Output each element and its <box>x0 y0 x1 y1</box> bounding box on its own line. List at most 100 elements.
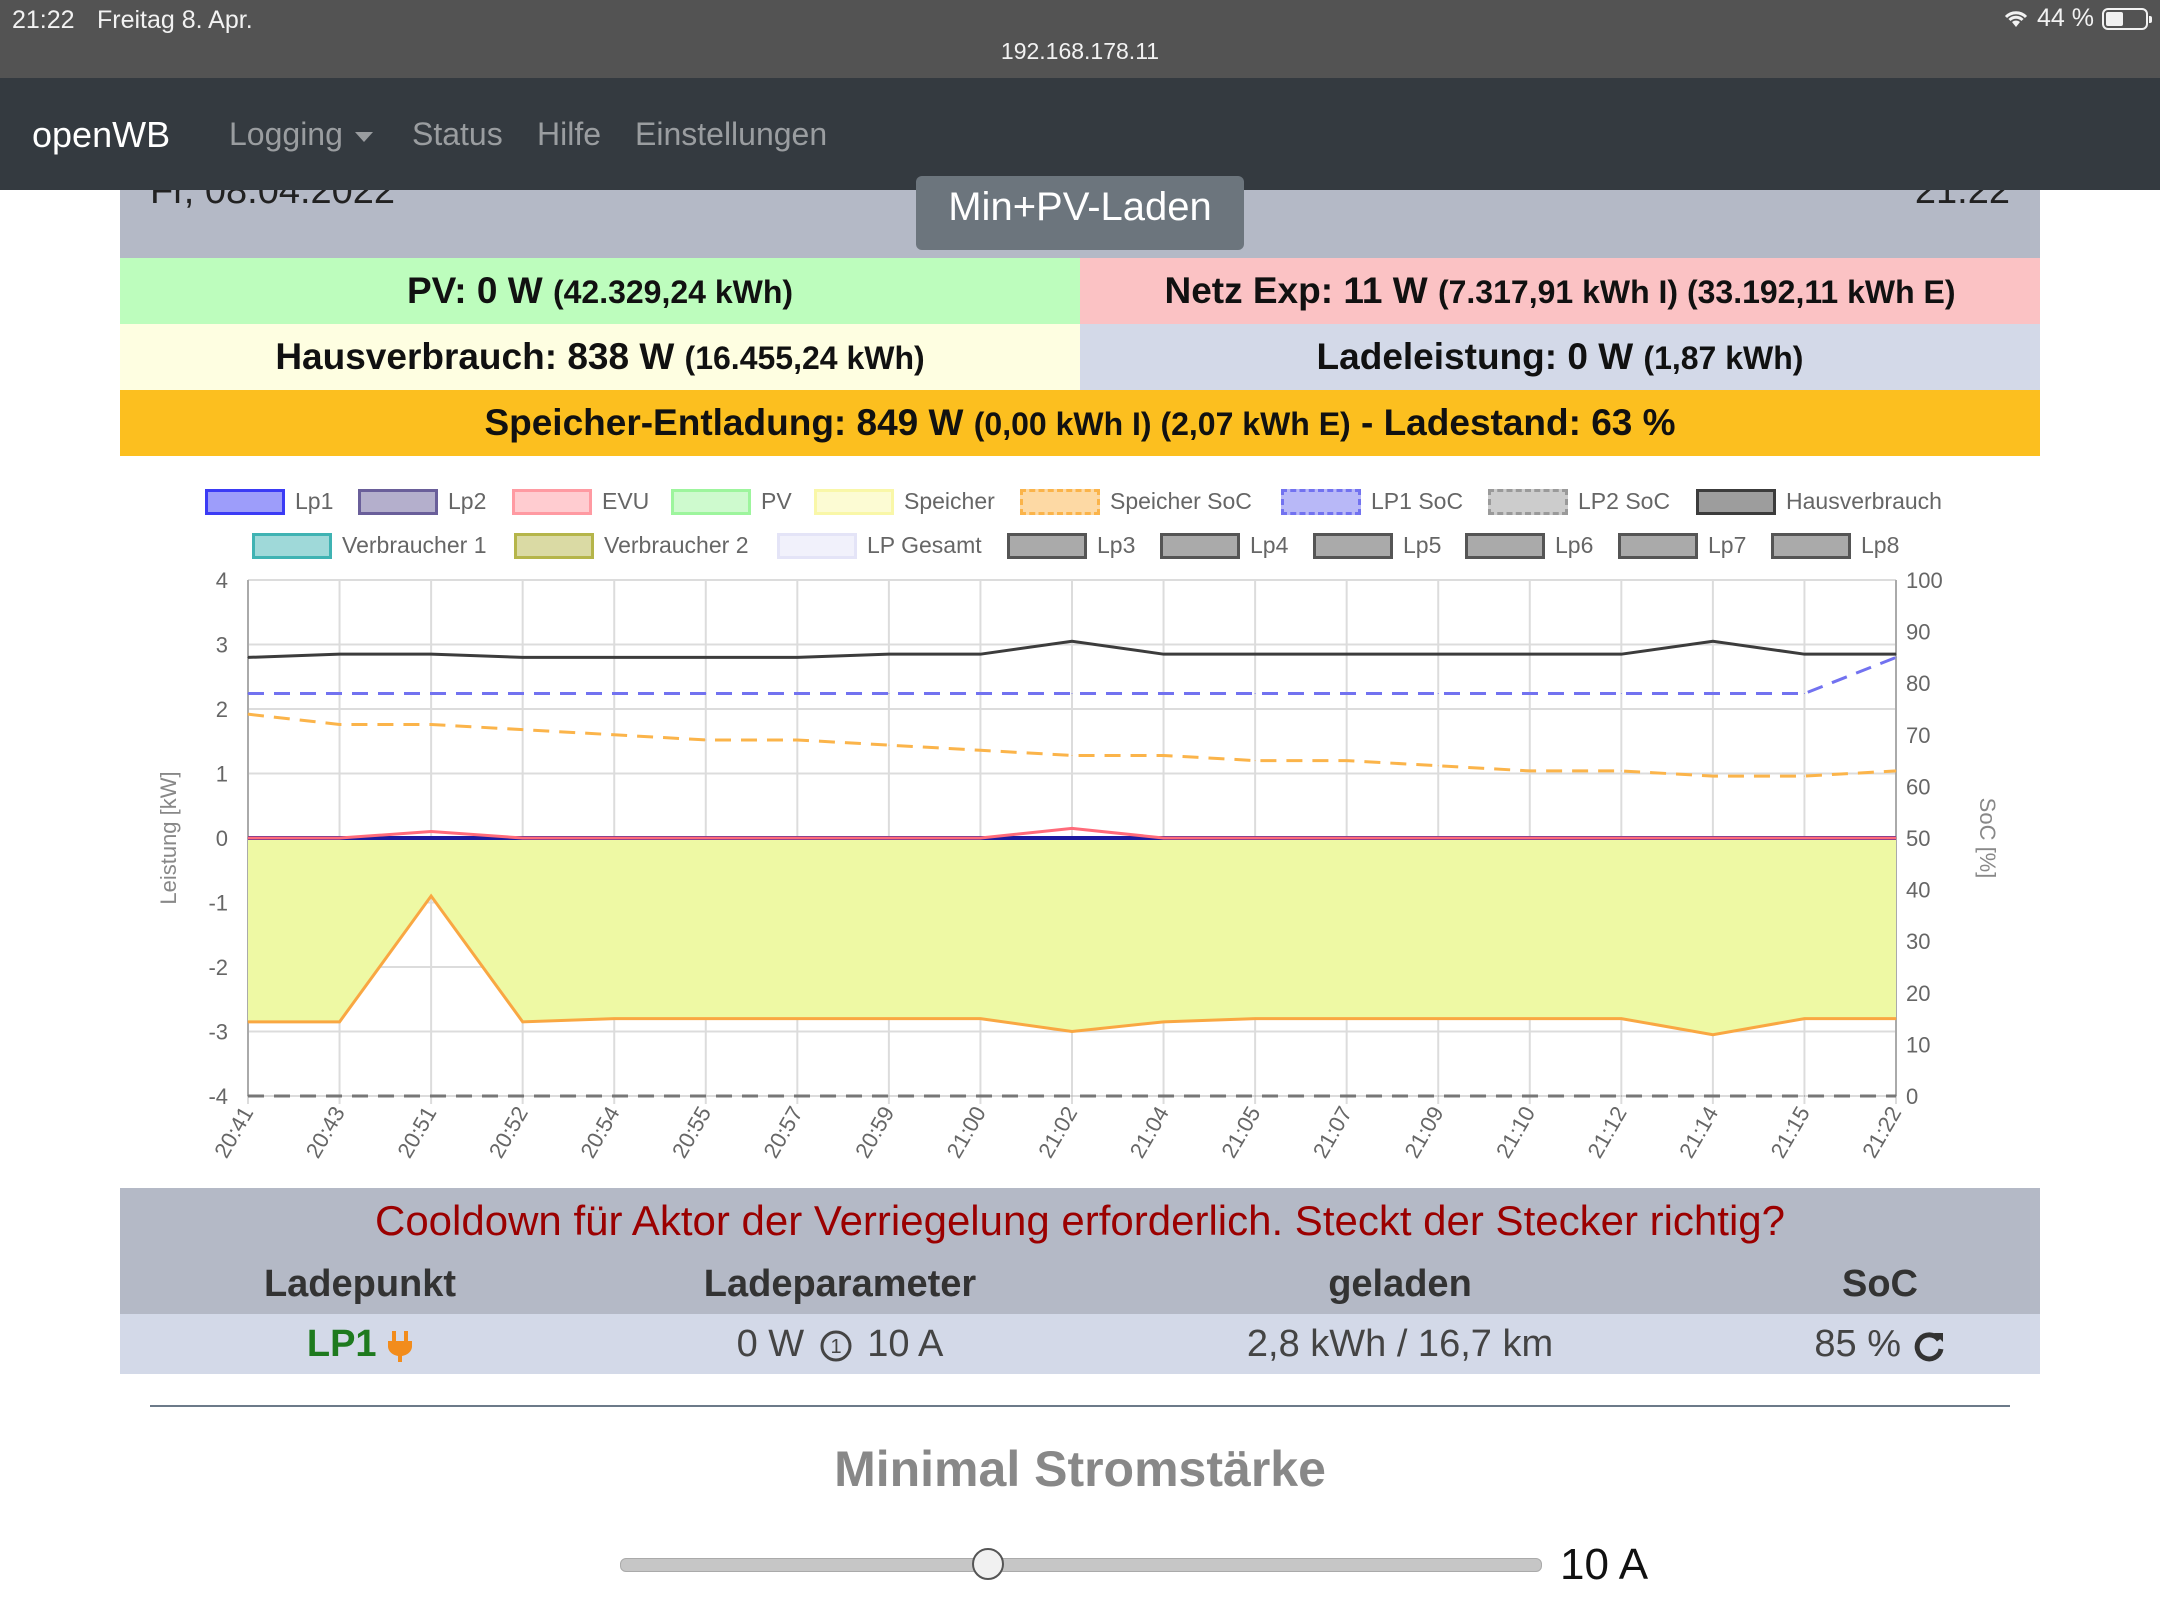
slider-thumb[interactable] <box>972 1548 1004 1580</box>
header-soc: SoC <box>1842 1263 1918 1305</box>
lp-name-cell[interactable]: LP1 <box>120 1314 600 1374</box>
speicher-soc-point <box>247 713 249 715</box>
y-tick-label: 2 <box>216 697 228 722</box>
x-tick-label: 20:41 <box>209 1102 258 1162</box>
hausverbrauch-point <box>1071 640 1073 642</box>
legend-label: Lp2 <box>448 488 487 514</box>
evu-point <box>1895 837 1897 839</box>
legend-item[interactable]: Lp3 <box>1007 532 1135 559</box>
lp1-soc-point <box>1163 693 1165 695</box>
speicher-point <box>796 1018 798 1020</box>
netz-power: Netz Exp: 11 W (7.317,91 kWh I) (33.192,… <box>1080 258 2040 324</box>
charge-mode-button[interactable]: Min+PV-Laden <box>916 176 1244 250</box>
speicher-soc-point <box>1346 760 1348 762</box>
nav-hilfe[interactable]: Hilfe <box>537 116 602 152</box>
legend-item[interactable]: Lp6 <box>1465 532 1593 559</box>
lp1-soc-point <box>1620 693 1622 695</box>
evu-point <box>1346 837 1348 839</box>
status-icons: 44 % <box>2003 4 2152 33</box>
legend-item[interactable]: LP Gesamt <box>777 532 982 559</box>
x-tick-label: 21:10 <box>1491 1102 1540 1162</box>
table-row[interactable]: LP1 0 W 1 10 A 2,8 kWh / 16,7 km 85 % <box>120 1314 2040 1374</box>
lp2-soc-point <box>1163 1095 1165 1097</box>
clock: 21:22 <box>12 6 75 34</box>
speicher-point <box>1895 1018 1897 1020</box>
battery-percent: 44 % <box>2037 4 2094 32</box>
legend-item[interactable]: LP2 SoC <box>1488 488 1670 515</box>
x-tick-label: 20:55 <box>667 1102 716 1162</box>
legend-item[interactable]: Lp5 <box>1313 532 1441 559</box>
x-tick-label: 20:52 <box>484 1102 533 1162</box>
lp-charged: 2,8 kWh / 16,7 km <box>1246 1323 1554 1365</box>
speicher-point <box>888 1018 890 1020</box>
speicher-soc-point <box>979 749 981 751</box>
nav-einstellungen[interactable]: Einstellungen <box>635 116 828 152</box>
lp2-soc-point <box>1254 1095 1256 1097</box>
divider <box>150 1405 2010 1407</box>
hausverbrauch-point <box>1163 653 1165 655</box>
speicher-point <box>1529 1018 1531 1020</box>
lp-soc-cell[interactable]: 85 % <box>1720 1314 2040 1374</box>
legend-item[interactable]: PV <box>671 488 792 515</box>
legend-label: Lp1 <box>295 488 334 514</box>
legend-item[interactable]: Speicher <box>814 488 995 515</box>
haus-power: Hausverbrauch: 838 W (16.455,24 kWh) <box>120 324 1080 390</box>
y-tick-label: 0 <box>216 826 228 851</box>
legend-item[interactable]: Lp7 <box>1618 532 1746 559</box>
speicher-soc-point <box>1712 775 1714 777</box>
speicher-soc-point <box>796 739 798 741</box>
lp-power: 0 W <box>736 1323 805 1365</box>
address-bar[interactable]: 192.168.178.11 <box>1000 38 1160 64</box>
y-tick-label: 1 <box>216 762 228 787</box>
status-bar: 21:22 Freitag 8. Apr. 192.168.178.11 44 … <box>0 0 2160 78</box>
lp2-soc-point <box>979 1095 981 1097</box>
speicher-soc-point <box>705 739 707 741</box>
lp1-soc-point <box>247 693 249 695</box>
nav-logging[interactable]: Logging <box>229 116 373 153</box>
legend-item[interactable]: Lp1 <box>205 488 333 515</box>
hausverbrauch-point <box>1254 653 1256 655</box>
legend-item[interactable]: Lp2 <box>358 488 486 515</box>
legend-item[interactable]: Lp4 <box>1160 532 1288 559</box>
legend-item[interactable]: Hausverbrauch <box>1696 488 1942 515</box>
legend-item[interactable]: Speicher SoC <box>1020 488 1252 515</box>
lp2-soc-point <box>1437 1095 1439 1097</box>
legend-item[interactable]: EVU <box>512 488 649 515</box>
legend-item[interactable]: Verbraucher 1 <box>252 532 486 559</box>
plug-icon <box>388 1330 413 1362</box>
evu-point <box>522 837 524 839</box>
lp1-soc-point <box>1712 693 1714 695</box>
speicher-area <box>248 838 1896 1035</box>
evu-point <box>796 837 798 839</box>
lp2-soc-point <box>1529 1095 1531 1097</box>
refresh-icon[interactable] <box>1912 1329 1946 1363</box>
legend-label: Speicher <box>904 488 995 514</box>
hausverbrauch-point <box>1803 653 1805 655</box>
speicher-detail: (0,00 kWh I) (2,07 kWh E) <box>973 406 1351 442</box>
hausverbrauch-point <box>1437 653 1439 655</box>
hausverbrauch-point <box>613 656 615 658</box>
lp-name: LP1 <box>306 1323 377 1365</box>
min-current-slider[interactable] <box>620 1558 1542 1572</box>
pv-label: PV: 0 W <box>406 270 543 311</box>
netz-detail: (7.317,91 kWh I) (33.192,11 kWh E) <box>1437 274 1956 310</box>
legend-item[interactable]: Lp8 <box>1771 532 1899 559</box>
speicher-soc-point <box>1254 760 1256 762</box>
lp2-soc-point <box>247 1095 249 1097</box>
header-geladen: geladen <box>1328 1263 1472 1305</box>
y2-tick-label: 10 <box>1906 1032 1930 1057</box>
lp2-soc-point <box>1346 1095 1348 1097</box>
haus-detail: (16.455,24 kWh) <box>684 340 925 376</box>
nav-status[interactable]: Status <box>412 116 503 152</box>
legend-item[interactable]: Verbraucher 2 <box>514 532 748 559</box>
evu-point <box>1437 837 1439 839</box>
lp2-soc-point <box>613 1095 615 1097</box>
speicher-point <box>339 1021 341 1023</box>
speicher-soc-point <box>430 723 432 725</box>
x-tick-label: 21:12 <box>1582 1102 1631 1162</box>
legend-item[interactable]: LP1 SoC <box>1281 488 1463 515</box>
legend-label: EVU <box>602 488 650 514</box>
brand-logo[interactable]: openWB <box>32 114 171 155</box>
lp1-soc-point <box>1895 656 1897 658</box>
legend-swatch <box>1771 532 1851 559</box>
